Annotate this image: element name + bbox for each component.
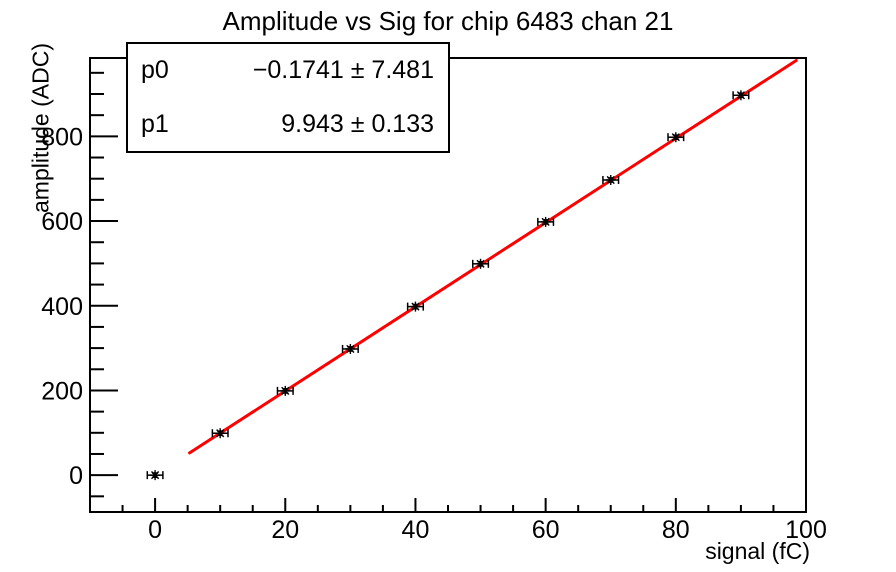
x-tick-label: 80 xyxy=(662,516,690,544)
data-point-marker xyxy=(150,471,160,480)
stat-param-name: p1 xyxy=(141,109,169,138)
data-point-marker xyxy=(606,175,615,185)
y-tick-label: 400 xyxy=(41,293,83,321)
data-point-marker xyxy=(736,91,746,100)
data-point-marker xyxy=(281,386,290,395)
data-point-marker xyxy=(411,302,420,311)
x-tick-label: 100 xyxy=(785,516,827,544)
fit-line xyxy=(188,58,798,455)
x-tick-label: 60 xyxy=(532,516,560,544)
stat-param-value: −0.1741 ± 7.481 xyxy=(252,56,434,85)
data-point-marker xyxy=(541,217,550,226)
fit-stats-box: p0 −0.1741 ± 7.481 p1 9.943 ± 0.133 xyxy=(126,42,450,153)
y-tick-label: 800 xyxy=(41,123,83,151)
x-axis-title: signal (fC) xyxy=(705,538,810,564)
y-tick-label: 600 xyxy=(41,208,83,236)
x-tick-label: 0 xyxy=(148,516,162,544)
data-point-marker xyxy=(346,344,355,354)
y-tick-label: 200 xyxy=(41,377,83,405)
chart-title: Amplitude vs Sig for chip 6483 chan 21 xyxy=(222,6,674,36)
stat-param-value: 9.943 ± 0.133 xyxy=(281,109,434,138)
data-point-marker xyxy=(216,429,225,438)
data-point-marker xyxy=(671,133,680,142)
y-tick-label: 0 xyxy=(69,462,83,490)
y-axis-title: amplitude (ADC) xyxy=(27,43,54,213)
stat-row-p1: p1 9.943 ± 0.133 xyxy=(128,110,448,139)
x-tick-label: 40 xyxy=(402,516,430,544)
stat-row-p0: p0 −0.1741 ± 7.481 xyxy=(128,56,448,85)
stat-param-name: p0 xyxy=(141,56,169,85)
x-tick-label: 20 xyxy=(271,516,299,544)
data-point-marker xyxy=(476,259,485,268)
